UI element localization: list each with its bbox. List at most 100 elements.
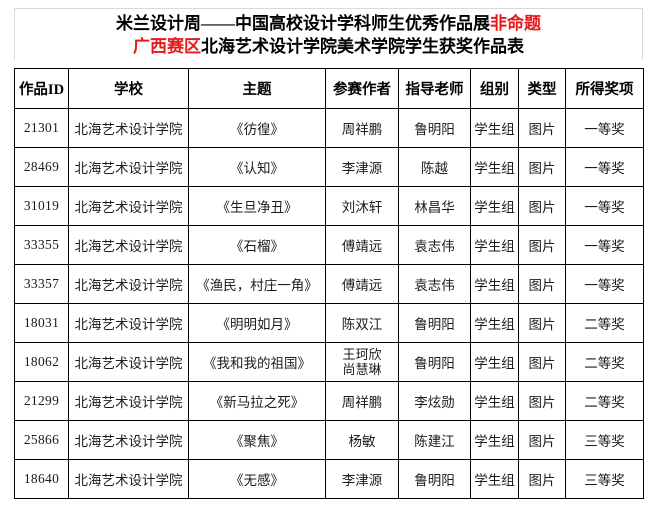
cell-award: 三等奖: [565, 459, 644, 499]
table-row: 21299 北海艺术设计学院 《新马拉之死》 周祥鹏 李炫勋 学生组 图片 二等奖: [14, 381, 644, 421]
cell-id: 33355: [14, 225, 69, 265]
cell-theme: 《新马拉之死》: [188, 381, 326, 421]
cell-tutor: 鲁明阳: [398, 108, 471, 148]
cell-author: 傅靖远: [325, 264, 399, 304]
cell-type: 图片: [518, 225, 566, 265]
cell-school: 北海艺术设计学院: [68, 342, 189, 382]
cell-tutor: 林昌华: [398, 186, 471, 226]
column-header-author: 参赛作者: [325, 68, 399, 109]
cell-tutor: 陈越: [398, 147, 471, 187]
cell-id: 21301: [14, 108, 69, 148]
cell-group: 学生组: [470, 264, 519, 304]
cell-theme: 《石榴》: [188, 225, 326, 265]
cell-type: 图片: [518, 459, 566, 499]
award-table-wrapper: 作品ID 学校 主题 参赛作者 指导老师 组别 类型 所得奖项 21301 北海艺…: [14, 68, 644, 499]
table-row: 21301 北海艺术设计学院 《彷徨》 周祥鹏 鲁明阳 学生组 图片 一等奖: [14, 108, 644, 148]
cell-theme: 《我和我的祖国》: [188, 342, 326, 382]
cell-award: 一等奖: [565, 186, 644, 226]
title-line-2: 广西赛区北海艺术设计学院美术学院学生获奖作品表: [133, 35, 524, 58]
title-line-2-black: 北海艺术设计学院美术学院学生获奖作品表: [201, 37, 524, 56]
cell-id: 25866: [14, 420, 69, 460]
cell-type: 图片: [518, 264, 566, 304]
cell-author: 周祥鹏: [325, 108, 399, 148]
cell-award: 二等奖: [565, 381, 644, 421]
column-header-theme: 主题: [188, 68, 326, 109]
cell-school: 北海艺术设计学院: [68, 420, 189, 460]
cell-type: 图片: [518, 342, 566, 382]
table-header-row: 作品ID 学校 主题 参赛作者 指导老师 组别 类型 所得奖项: [14, 68, 644, 109]
cell-type: 图片: [518, 381, 566, 421]
cell-tutor: 鲁明阳: [398, 342, 471, 382]
title-line-2-red: 广西赛区: [133, 37, 201, 56]
cell-award: 一等奖: [565, 147, 644, 187]
cell-theme: 《彷徨》: [188, 108, 326, 148]
document-title-block: 米兰设计周——中国高校设计学科师生优秀作品展非命题 广西赛区北海艺术设计学院美术…: [14, 8, 643, 60]
cell-school: 北海艺术设计学院: [68, 303, 189, 343]
cell-author: 杨敏: [325, 420, 399, 460]
cell-school: 北海艺术设计学院: [68, 381, 189, 421]
cell-author: 陈双江: [325, 303, 399, 343]
cell-school: 北海艺术设计学院: [68, 264, 189, 304]
column-header-id: 作品ID: [14, 68, 69, 109]
cell-award: 三等奖: [565, 420, 644, 460]
cell-theme: 《生旦净丑》: [188, 186, 326, 226]
column-header-type: 类型: [518, 68, 566, 109]
column-header-tutor: 指导老师: [398, 68, 471, 109]
cell-id: 21299: [14, 381, 69, 421]
table-row: 31019 北海艺术设计学院 《生旦净丑》 刘沐轩 林昌华 学生组 图片 一等奖: [14, 186, 644, 226]
cell-theme: 《聚焦》: [188, 420, 326, 460]
title-line-1-black: 米兰设计周——中国高校设计学科师生优秀作品展: [116, 14, 490, 33]
cell-group: 学生组: [470, 186, 519, 226]
cell-id: 31019: [14, 186, 69, 226]
cell-school: 北海艺术设计学院: [68, 108, 189, 148]
cell-school: 北海艺术设计学院: [68, 459, 189, 499]
cell-award: 一等奖: [565, 108, 644, 148]
cell-theme: 《认知》: [188, 147, 326, 187]
cell-group: 学生组: [470, 303, 519, 343]
cell-id: 28469: [14, 147, 69, 187]
cell-id: 33357: [14, 264, 69, 304]
cell-author: 周祥鹏: [325, 381, 399, 421]
cell-id: 18640: [14, 459, 69, 499]
cell-group: 学生组: [470, 459, 519, 499]
table-row: 18640 北海艺术设计学院 《无感》 李津源 鲁明阳 学生组 图片 三等奖: [14, 459, 644, 499]
cell-author: 李津源: [325, 147, 399, 187]
cell-author: 傅靖远: [325, 225, 399, 265]
cell-type: 图片: [518, 186, 566, 226]
table-row: 25866 北海艺术设计学院 《聚焦》 杨敏 陈建江 学生组 图片 三等奖: [14, 420, 644, 460]
cell-author-line: 尚慧琳: [342, 362, 382, 377]
table-body: 21301 北海艺术设计学院 《彷徨》 周祥鹏 鲁明阳 学生组 图片 一等奖 28469 北海艺术…: [14, 108, 644, 499]
cell-school: 北海艺术设计学院: [68, 225, 189, 265]
cell-tutor: 袁志伟: [398, 264, 471, 304]
table-row: 18031 北海艺术设计学院 《明明如月》 陈双江 鲁明阳 学生组 图片 二等奖: [14, 303, 644, 343]
cell-group: 学生组: [470, 225, 519, 265]
cell-type: 图片: [518, 147, 566, 187]
cell-tutor: 陈建江: [398, 420, 471, 460]
table-row: 18062 北海艺术设计学院 《我和我的祖国》 王珂欣 尚慧琳 鲁明阳 学生组 图片 二等奖: [14, 342, 644, 382]
table-header: 作品ID 学校 主题 参赛作者 指导老师 组别 类型 所得奖项: [14, 68, 644, 109]
cell-author-line: 王珂欣: [342, 347, 382, 362]
cell-group: 学生组: [470, 420, 519, 460]
cell-type: 图片: [518, 303, 566, 343]
cell-type: 图片: [518, 420, 566, 460]
cell-award: 一等奖: [565, 264, 644, 304]
cell-theme: 《渔民，村庄一角》: [188, 264, 326, 304]
cell-id: 18062: [14, 342, 69, 382]
column-header-school: 学校: [68, 68, 189, 109]
cell-award: 一等奖: [565, 225, 644, 265]
cell-award: 二等奖: [565, 342, 644, 382]
cell-school: 北海艺术设计学院: [68, 186, 189, 226]
cell-group: 学生组: [470, 381, 519, 421]
cell-author: 刘沐轩: [325, 186, 399, 226]
table-row: 28469 北海艺术设计学院 《认知》 李津源 陈越 学生组 图片 一等奖: [14, 147, 644, 187]
cell-group: 学生组: [470, 147, 519, 187]
title-line-1: 米兰设计周——中国高校设计学科师生优秀作品展非命题: [116, 12, 541, 35]
cell-type: 图片: [518, 108, 566, 148]
cell-tutor: 鲁明阳: [398, 459, 471, 499]
cell-tutor: 鲁明阳: [398, 303, 471, 343]
title-line-1-red: 非命题: [490, 14, 541, 33]
column-header-group: 组别: [470, 68, 519, 109]
cell-author: 王珂欣 尚慧琳: [325, 342, 399, 382]
cell-tutor: 李炫勋: [398, 381, 471, 421]
